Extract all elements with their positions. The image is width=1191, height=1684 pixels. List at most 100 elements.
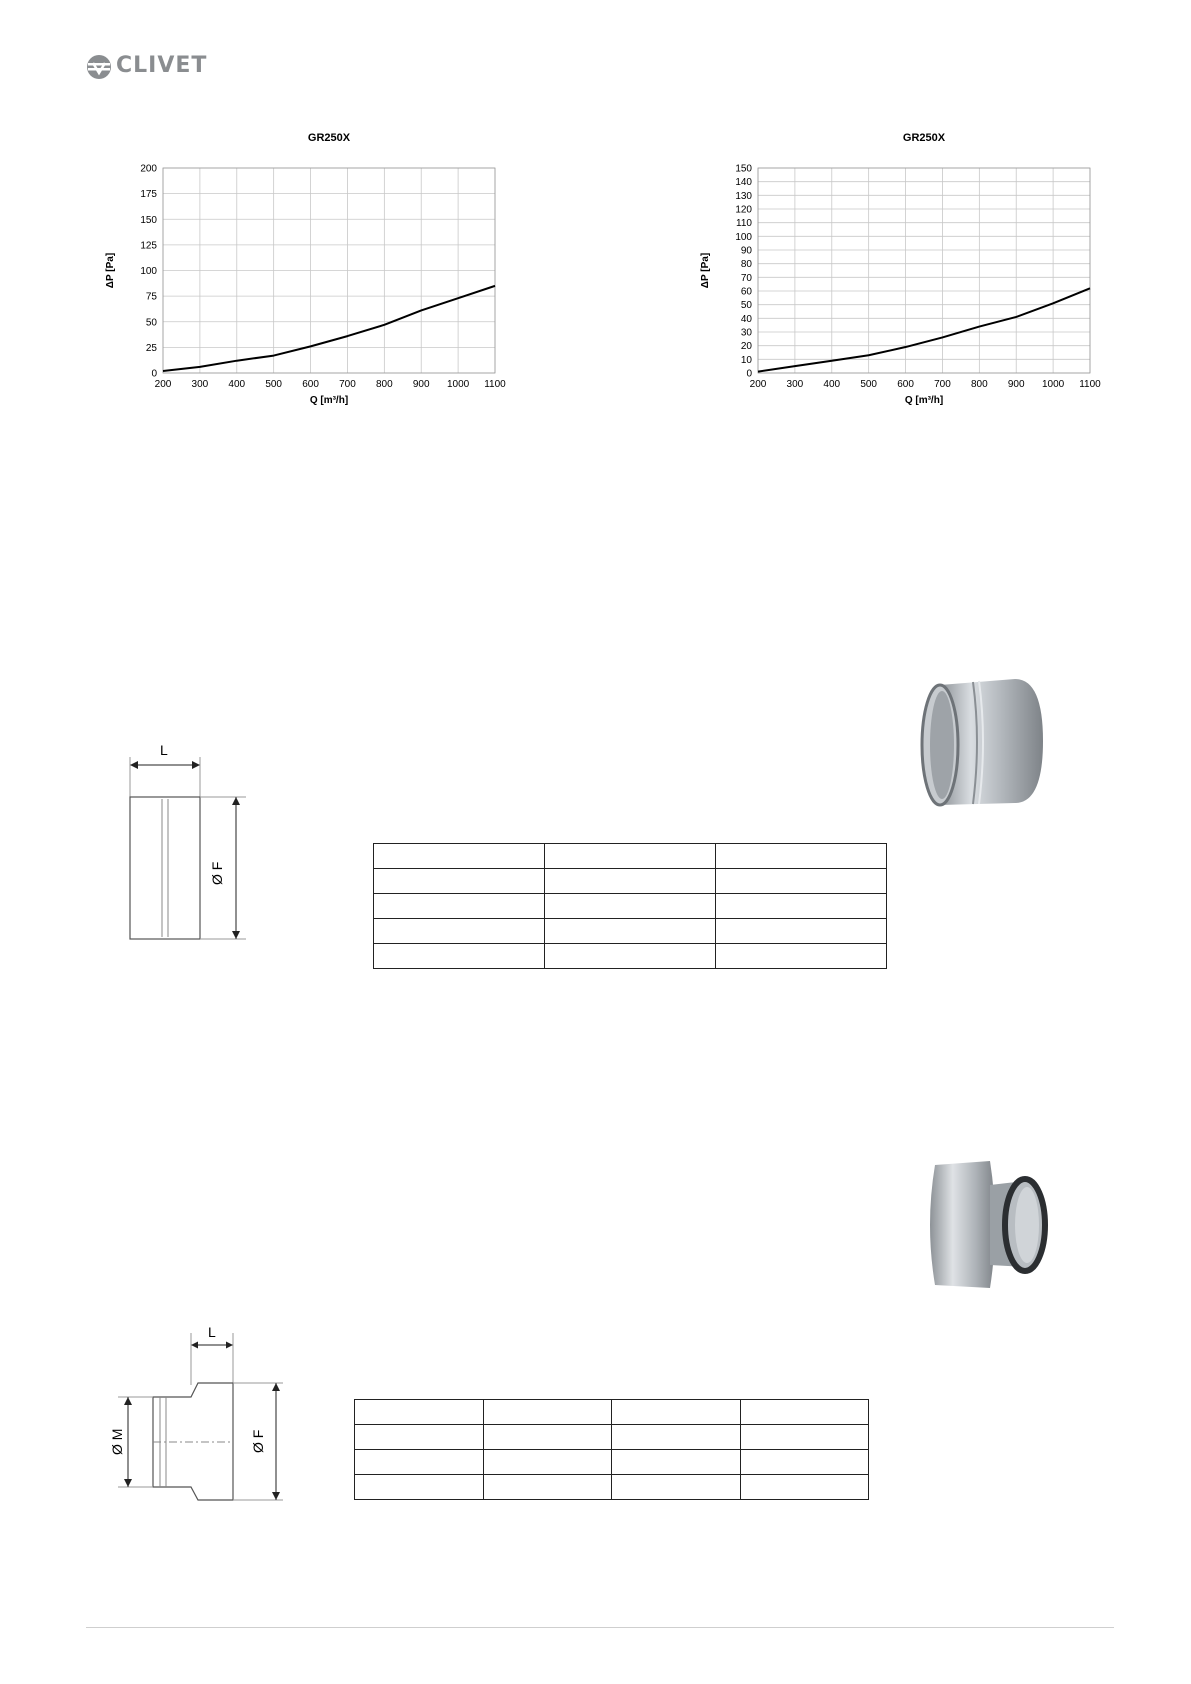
plot-frame [757,167,1091,374]
table-cell [482,1424,612,1450]
table-row [373,868,887,894]
table-cell [715,868,887,894]
drawing2-length-label: L [208,1325,216,1340]
y-tick-label: 80 [741,259,753,270]
table-cell [715,893,887,919]
y-tick-label: 25 [146,343,158,354]
y-tick-label: 70 [741,273,753,284]
y-tick-label: 30 [741,328,753,339]
x-tick-label: 1000 [1042,379,1065,390]
table-cell [373,893,545,919]
x-tick-label: 200 [155,379,172,390]
table-cell [611,1399,741,1425]
x-axis-label: Q [m³/h] [905,395,943,406]
y-tick-label: 60 [741,287,753,298]
y-tick-label: 20 [741,341,753,352]
y-tick-label: 75 [146,292,158,303]
table-cell [373,918,545,944]
table-cell [739,1474,869,1500]
coupling-sleeve-drawing: L Ø F [118,737,248,952]
series-line [757,287,1091,373]
x-tick-label: 400 [823,379,840,390]
y-tick-label: 50 [741,300,753,311]
plot-frame [162,167,496,374]
table-row [354,1449,869,1475]
y-tick-label: 150 [140,215,157,226]
reducer-table [354,1399,869,1500]
x-tick-label: 700 [934,379,951,390]
x-tick-label: 500 [860,379,877,390]
table-row [354,1474,869,1500]
y-tick-label: 0 [151,369,157,380]
table-cell [544,918,716,944]
table-row [373,893,887,919]
table-cell [373,943,545,969]
footer-divider [86,1627,1114,1628]
x-tick-label: 500 [265,379,282,390]
table-cell [354,1474,484,1500]
y-tick-label: 40 [741,314,753,325]
table-cell [354,1449,484,1475]
y-tick-label: 150 [735,164,752,175]
logo-mark-icon [87,55,111,79]
table-cell [739,1399,869,1425]
table-cell [611,1474,741,1500]
y-tick-label: 110 [736,218,752,229]
table-cell [544,893,716,919]
table-cell [544,943,716,969]
table-cell [354,1399,484,1425]
y-tick-label: 125 [140,240,157,251]
drawing2-diameter-m-label: Ø M [109,1429,125,1455]
x-tick-label: 600 [302,379,319,390]
table-row [354,1424,869,1450]
x-tick-label: 800 [971,379,988,390]
table-cell [715,943,887,969]
table-cell [715,918,887,944]
series-line [162,284,496,372]
coupling-sleeve-photo [915,675,1045,813]
table-row [354,1399,869,1425]
drawing2-diameter-f-label: Ø F [250,1430,266,1453]
y-tick-label: 130 [735,191,752,202]
pressure-drop-chart-2: GR250X 200 300 400 500 600 700 800 900 1000 1100 0 1… [690,125,1110,410]
x-tick-label: 700 [339,379,356,390]
y-tick-label: 50 [146,317,158,328]
reducer-drawing: L Ø M Ø F [108,1324,308,1510]
table-cell [482,1399,612,1425]
table-cell [373,843,545,869]
y-tick-label: 100 [735,232,752,243]
reducer-photo [925,1155,1055,1293]
logo-text: CLIVET [116,53,208,78]
x-tick-label: 200 [750,379,767,390]
y-axis-label: ΔP [Pa] [700,253,711,288]
table-cell [611,1449,741,1475]
x-axis-label: Q [m³/h] [310,395,348,406]
table-cell [739,1449,869,1475]
table-cell [544,843,716,869]
y-tick-label: 10 [741,355,753,366]
x-tick-label: 300 [787,379,804,390]
chart-title: GR250X [903,132,946,144]
y-tick-label: 90 [741,246,753,257]
drawing1-diameter-label: Ø F [209,862,225,885]
y-tick-label: 0 [746,369,752,380]
drawing1-length-label: L [160,742,168,758]
x-tick-label: 800 [376,379,393,390]
x-tick-label: 600 [897,379,914,390]
x-tick-label: 300 [192,379,209,390]
x-tick-label: 1100 [1079,379,1101,390]
table-cell [482,1474,612,1500]
x-tick-label: 900 [1008,379,1025,390]
table-row [373,843,887,869]
table-row [373,918,887,944]
y-axis-label: ΔP [Pa] [105,253,116,288]
table-cell [544,868,716,894]
y-tick-label: 120 [735,205,752,216]
y-tick-label: 200 [140,164,157,175]
x-tick-label: 900 [413,379,430,390]
table-cell [354,1424,484,1450]
pressure-drop-chart-1: GR250X 200 300 400 500 600 700 800 900 1000 1100 0 2… [95,125,515,410]
coupling-sleeve-table [373,843,887,969]
table-cell [739,1424,869,1450]
